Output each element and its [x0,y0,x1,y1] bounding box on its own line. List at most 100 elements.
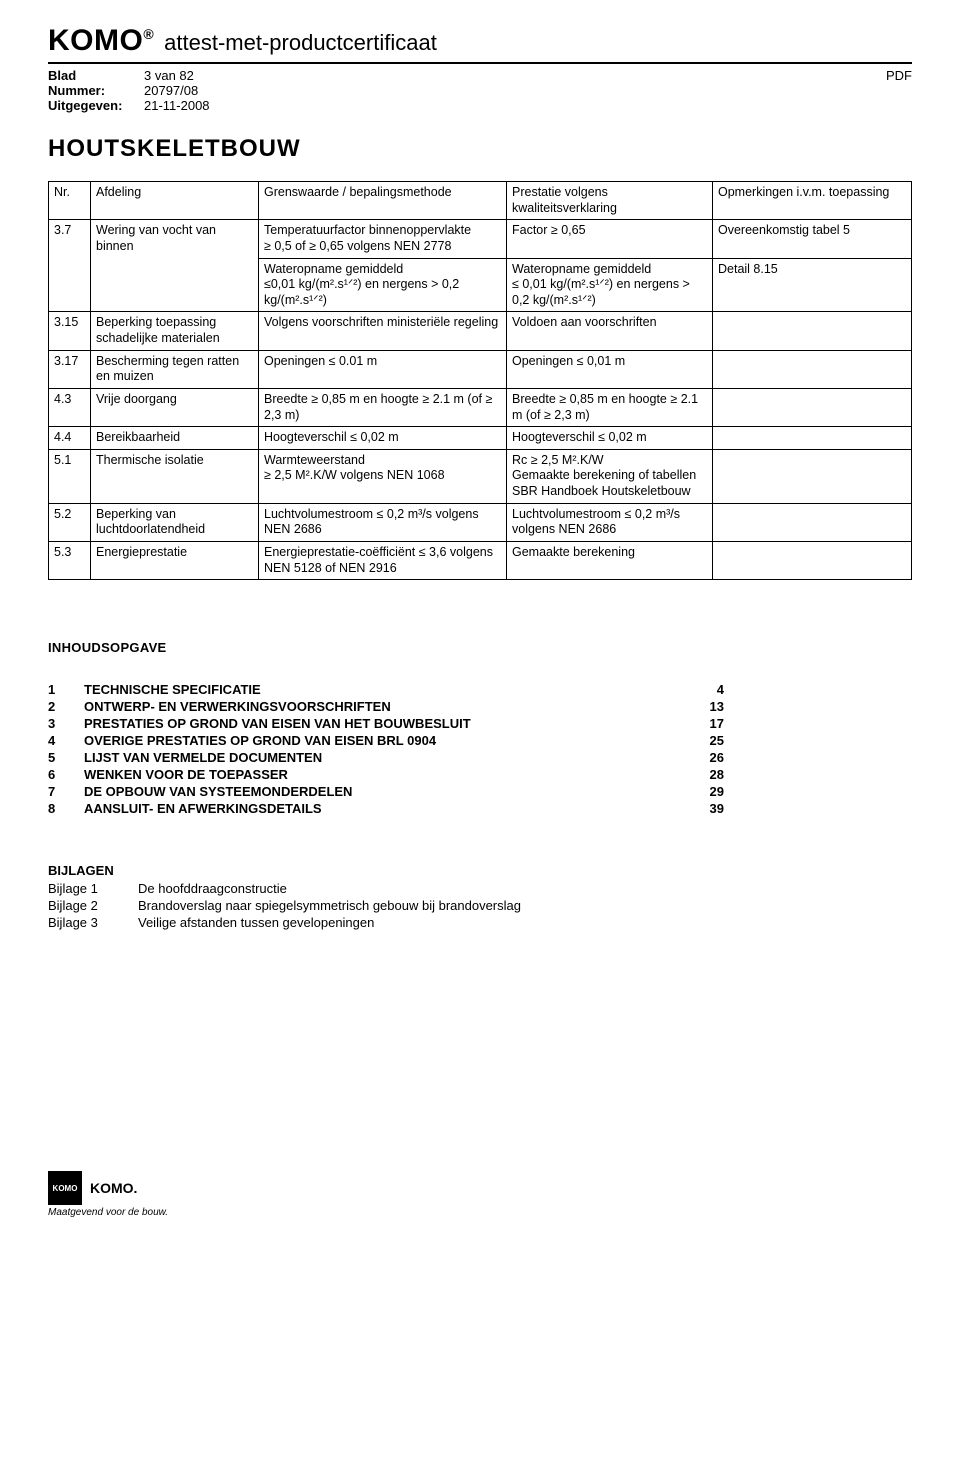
bijlage-label: Bijlage 2 [48,897,138,914]
cell-prest: Voldoen aan voorschriften [507,312,713,350]
bijlage-desc: Veilige afstanden tussen gevelopeningen [138,914,521,931]
document-header: KOMO® attest-met-productcertificaat [48,24,912,58]
col-opmerkingen: Opmerkingen i.v.m. toepassing [713,182,912,220]
toc-num: 1 [48,681,84,698]
cell-afdeling: Vrije doorgang [91,388,259,426]
col-grenswaarde: Grenswaarde / bepalingsmethode [259,182,507,220]
cell-opm [713,312,912,350]
cell-grens: Openingen ≤ 0.01 m [259,350,507,388]
table-row: 3.17 Bescherming tegen ratten en muizen … [49,350,912,388]
cell-prest: Gemaakte berekening [507,541,713,579]
toc-page: 28 [684,766,724,783]
cell-opm [713,503,912,541]
cell-afdeling: Thermische isolatie [91,449,259,503]
bijlage-desc: Brandoverslag naar spiegelsymmetrisch ge… [138,897,521,914]
toc-row: 3PRESTATIES OP GROND VAN EISEN VAN HET B… [48,715,724,732]
footer-logo-text: KOMO. [90,1180,137,1196]
cell-prest: Wateropname gemiddeld≤ 0,01 kg/(m².s¹ᐟ²)… [507,258,713,312]
toc-page: 26 [684,749,724,766]
cell-prest: Breedte ≥ 0,85 m en hoogte ≥ 2.1 m (of ≥… [507,388,713,426]
bijlage-row: Bijlage 1De hoofddraagconstructie [48,880,521,897]
footer-logo: KOMO KOMO. [48,1171,960,1205]
cell-nr: 5.1 [49,449,91,503]
toc-row: 8AANSLUIT- EN AFWERKINGSDETAILS39 [48,800,724,817]
table-row: 5.3 Energieprestatie Energieprestatie-co… [49,541,912,579]
toc-num: 5 [48,749,84,766]
cell-opm [713,388,912,426]
table-row: 3.7 Wering van vocht van binnen Temperat… [49,220,912,258]
table-row: 5.1 Thermische isolatie Warmteweerstand≥… [49,449,912,503]
cell-opm: Overeenkomstig tabel 5 [713,220,912,258]
cell-afdeling: Bescherming tegen ratten en muizen [91,350,259,388]
toc-num: 7 [48,783,84,800]
table-row: 5.2 Beperking van luchtdoorlatendheid Lu… [49,503,912,541]
komo-logo-icon: KOMO [48,1171,82,1205]
toc-title: DE OPBOUW VAN SYSTEEMONDERDELEN [84,783,684,800]
col-afdeling: Afdeling [91,182,259,220]
cell-afdeling: Energieprestatie [91,541,259,579]
toc-title: AANSLUIT- EN AFWERKINGSDETAILS [84,800,684,817]
toc-row: 6WENKEN VOOR DE TOEPASSER28 [48,766,724,783]
cell-opm [713,427,912,450]
toc-title: PRESTATIES OP GROND VAN EISEN VAN HET BO… [84,715,684,732]
col-nr: Nr. [49,182,91,220]
toc-title: LIJST VAN VERMELDE DOCUMENTEN [84,749,684,766]
cell-nr: 4.4 [49,427,91,450]
brand-text: KOMO [48,24,143,57]
cell-afdeling: Beperking van luchtdoorlatendheid [91,503,259,541]
cell-prest: Luchtvolumestroom ≤ 0,2 m³/s volgens NEN… [507,503,713,541]
toc-num: 4 [48,732,84,749]
toc-row: 7DE OPBOUW VAN SYSTEEMONDERDELEN29 [48,783,724,800]
toc-page: 17 [684,715,724,732]
bijlage-desc: De hoofddraagconstructie [138,880,521,897]
blad-label: Blad [48,68,136,83]
meta-left: Blad 3 van 82 Nummer: 20797/08 Uitgegeve… [48,68,210,113]
cell-prest: Factor ≥ 0,65 [507,220,713,258]
uitgegeven-value: 21-11-2008 [144,98,210,113]
toc-heading: INHOUDSOPGAVE [48,640,912,655]
toc-title: TECHNISCHE SPECIFICATIE [84,681,684,698]
cell-nr: 3.15 [49,312,91,350]
pdf-badge: PDF [886,68,912,83]
table-row: 3.15 Beperking toepassing schadelijke ma… [49,312,912,350]
col-prestatie: Prestatie volgens kwaliteitsverklaring [507,182,713,220]
toc-table: 1TECHNISCHE SPECIFICATIE42ONTWERP- EN VE… [48,681,724,817]
cell-nr: 3.7 [49,220,91,312]
cell-afdeling: Wering van vocht van binnen [91,220,259,312]
cell-grens: Volgens voorschriften ministeriële regel… [259,312,507,350]
bijlagen-heading: BIJLAGEN [48,863,912,878]
document-meta: Blad 3 van 82 Nummer: 20797/08 Uitgegeve… [48,62,912,113]
toc-title: WENKEN VOOR DE TOEPASSER [84,766,684,783]
toc-page: 25 [684,732,724,749]
specification-table: Nr. Afdeling Grenswaarde / bepalingsmeth… [48,181,912,580]
cell-grens: Breedte ≥ 0,85 m en hoogte ≥ 2.1 m (of ≥… [259,388,507,426]
uitgegeven-label: Uitgegeven: [48,98,136,113]
cell-grens: Energieprestatie-coëfficiënt ≤ 3,6 volge… [259,541,507,579]
bijlage-label: Bijlage 3 [48,914,138,931]
brand-name: KOMO® [48,24,154,58]
cell-opm [713,541,912,579]
cell-nr: 4.3 [49,388,91,426]
cell-grens: Luchtvolumestroom ≤ 0,2 m³/s volgens NEN… [259,503,507,541]
cell-afdeling: Bereikbaarheid [91,427,259,450]
footer-tagline: Maatgevend voor de bouw. [48,1207,960,1218]
toc-page: 39 [684,800,724,817]
bijlage-row: Bijlage 2Brandoverslag naar spiegelsymme… [48,897,521,914]
toc-row: 2ONTWERP- EN VERWERKINGSVOORSCHRIFTEN13 [48,698,724,715]
toc-row: 1TECHNISCHE SPECIFICATIE4 [48,681,724,698]
toc-title: OVERIGE PRESTATIES OP GROND VAN EISEN BR… [84,732,684,749]
nummer-label: Nummer: [48,83,136,98]
table-row: 4.4 Bereikbaarheid Hoogteverschil ≤ 0,02… [49,427,912,450]
toc-num: 3 [48,715,84,732]
brand-tagline: attest-met-productcertificaat [164,30,437,56]
toc-page: 13 [684,698,724,715]
toc-row: 4OVERIGE PRESTATIES OP GROND VAN EISEN B… [48,732,724,749]
blad-value: 3 van 82 [144,68,194,83]
toc-num: 6 [48,766,84,783]
table-row: 4.3 Vrije doorgang Breedte ≥ 0,85 m en h… [49,388,912,426]
toc-row: 5LIJST VAN VERMELDE DOCUMENTEN26 [48,749,724,766]
cell-nr: 5.3 [49,541,91,579]
toc-page: 29 [684,783,724,800]
toc-num: 8 [48,800,84,817]
table-header-row: Nr. Afdeling Grenswaarde / bepalingsmeth… [49,182,912,220]
